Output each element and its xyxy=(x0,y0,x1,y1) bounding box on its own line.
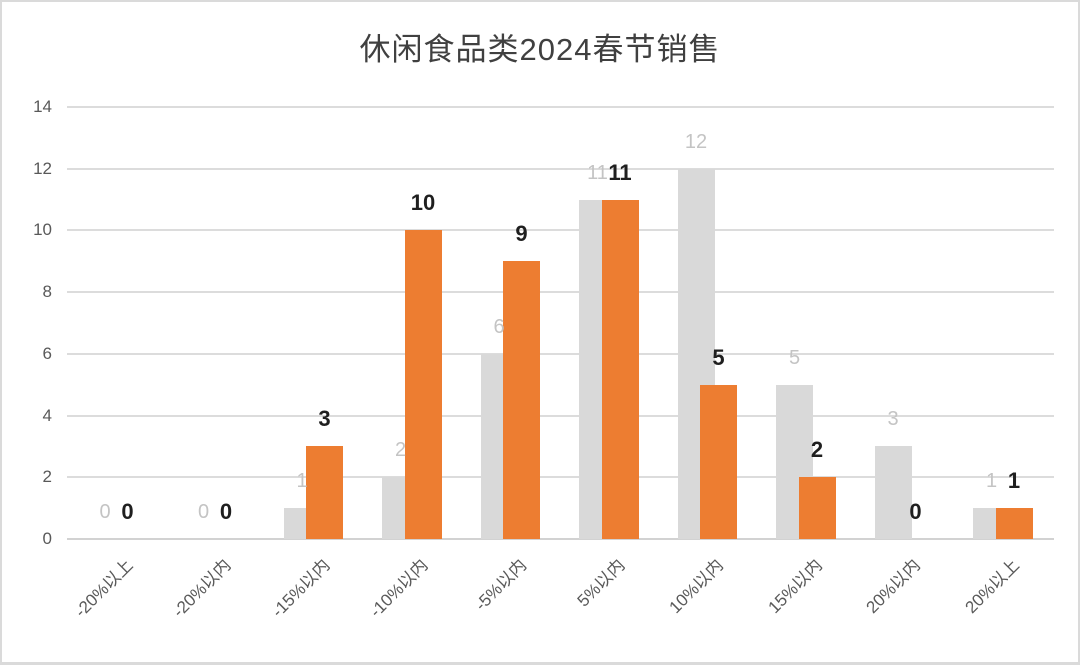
y-axis-tick-label: 8 xyxy=(42,282,52,302)
bar-label-gray: 6 xyxy=(493,315,505,338)
grid-line xyxy=(67,352,1054,355)
x-axis-label: 10%以内 xyxy=(665,555,728,618)
bar-orange xyxy=(306,446,343,539)
y-axis-tick-label: 2 xyxy=(42,467,52,487)
bar-gray xyxy=(874,446,912,539)
y-axis-tick-label: 6 xyxy=(42,343,52,363)
bar-label-orange: 9 xyxy=(515,221,528,247)
bar-label-gray: 0 xyxy=(197,501,210,523)
bar-label-gray: 12 xyxy=(684,130,708,153)
bar-label-orange: 1 xyxy=(1007,468,1021,494)
x-axis-label: -20%以内 xyxy=(169,555,235,622)
grid-line xyxy=(67,414,1054,417)
y-axis-tick-label: 10 xyxy=(33,220,52,240)
grid-line xyxy=(67,476,1054,479)
grid-line xyxy=(67,106,1054,108)
bar-label-orange: 11 xyxy=(608,159,632,185)
bar-label-gray: 1 xyxy=(296,470,308,493)
bar-label-orange: 0 xyxy=(121,499,134,524)
x-axis-label: 20%以上 xyxy=(961,555,1023,618)
bar-label-gray: 11 xyxy=(587,161,608,184)
grid-line xyxy=(67,538,1054,540)
bar-label-orange: 5 xyxy=(712,344,725,370)
y-axis-tick-label: 12 xyxy=(33,158,52,178)
bar-label-gray: 5 xyxy=(788,346,801,369)
bar-orange xyxy=(404,230,442,539)
bar-label-gray: 3 xyxy=(887,408,899,431)
grid-line xyxy=(67,291,1054,294)
y-axis-tick-label: 14 xyxy=(33,97,52,116)
x-axis-label: 15%以内 xyxy=(764,555,826,618)
bar-label-gray: 1 xyxy=(985,470,998,493)
bar-label-orange: 10 xyxy=(410,190,436,216)
x-axis-label: 5%以内 xyxy=(573,555,629,611)
bar-label-orange: 0 xyxy=(909,499,922,524)
bar-label-gray: 2 xyxy=(394,439,407,462)
bar-label-orange: 3 xyxy=(318,406,331,432)
bar-orange xyxy=(995,508,1033,539)
bar-label-orange: 2 xyxy=(810,437,824,463)
x-axis-label: -10%以内 xyxy=(366,555,432,622)
x-axis-label: -5%以内 xyxy=(471,555,531,615)
grid-line xyxy=(67,167,1054,170)
y-axis-tick-label: 4 xyxy=(42,405,52,425)
bar-label-gray: 0 xyxy=(99,501,111,523)
grid-line xyxy=(67,229,1054,232)
x-axis-label: 20%以内 xyxy=(862,555,925,618)
x-axis-label: -15%以内 xyxy=(267,555,334,622)
bar-orange xyxy=(601,199,639,539)
bar-orange xyxy=(503,261,540,539)
y-axis-tick-label: 0 xyxy=(42,529,52,548)
bar-label-orange: 0 xyxy=(219,499,233,524)
x-axis-label: -20%以上 xyxy=(70,555,137,622)
chart-title: 休闲食品类2024春节销售 xyxy=(359,32,721,67)
bar-orange xyxy=(798,477,836,539)
bar-orange xyxy=(700,384,737,539)
